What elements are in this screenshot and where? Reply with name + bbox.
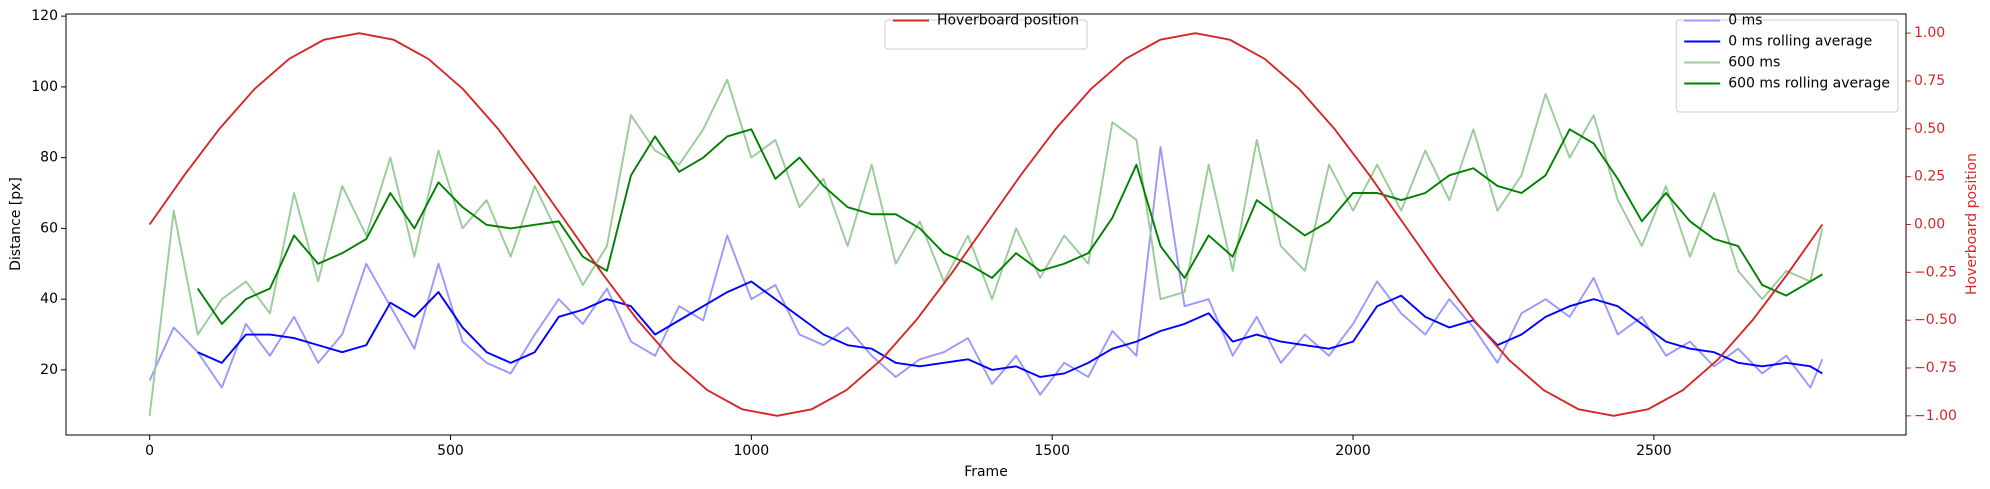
plot-frame — [65, 13, 1907, 436]
y2-tick-label: 0.00 — [1914, 217, 1945, 233]
series-line — [148, 146, 1824, 396]
y2-tick-label: 0.25 — [1914, 169, 1945, 185]
y-tick-label: 60 — [40, 220, 58, 236]
y-tick-label: 40 — [40, 291, 58, 307]
series-line — [148, 32, 1824, 417]
x-tick-label: 500 — [437, 443, 464, 459]
y-tick-label: 80 — [40, 150, 58, 166]
y2-tick-label: −0.50 — [1914, 312, 1957, 328]
y2-tick-label: −1.00 — [1914, 408, 1957, 424]
y2-tick-label: −0.25 — [1914, 264, 1957, 280]
x-tick-label: 2000 — [1335, 443, 1371, 459]
legend-label: Hoverboard position — [937, 13, 1079, 29]
x-axis-label: Frame — [964, 464, 1008, 480]
x-tick-label: 0 — [145, 443, 154, 459]
y-tick-label: 120 — [31, 8, 58, 24]
legend-box — [884, 19, 1088, 50]
legend: 0 ms 0 ms rolling average 600 ms 600 ms rol… — [1675, 13, 1899, 113]
x-tick-label: 1500 — [1034, 443, 1070, 459]
series-line — [196, 128, 1823, 325]
y-tick-label: 20 — [40, 362, 58, 378]
series-line — [197, 280, 1823, 378]
legend-label: 600 ms — [1728, 55, 1780, 71]
x-tick-label: 2500 — [1636, 443, 1672, 459]
y2-tick-label: −0.75 — [1914, 360, 1957, 376]
legend-label: 0 ms — [1728, 13, 1762, 29]
legend-box — [1675, 19, 1899, 113]
series-line — [148, 78, 1824, 417]
y2-tick-label: 0.50 — [1914, 121, 1945, 137]
legend-label: 600 ms rolling average — [1728, 76, 1890, 92]
legend-label: 0 ms rolling average — [1728, 34, 1872, 50]
y2-tick-label: 0.75 — [1914, 73, 1945, 89]
x-tick-label: 1000 — [734, 443, 770, 459]
y-axis-label: Distance [px] — [8, 177, 24, 271]
y-tick-label: 100 — [31, 79, 58, 95]
y2-tick-label: 1.00 — [1914, 25, 1945, 41]
legend: Hoverboard position — [884, 13, 1088, 50]
y2-axis-label: Hoverboard position — [1964, 153, 1980, 295]
